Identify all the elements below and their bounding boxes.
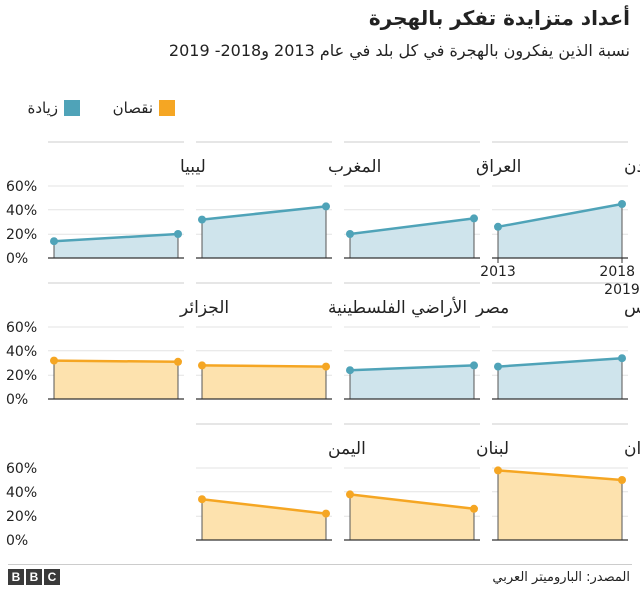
data-point-2013 bbox=[198, 361, 206, 370]
data-point-2018-2019 bbox=[618, 354, 626, 363]
data-point-2013 bbox=[50, 237, 58, 246]
y-tick-label: 40% bbox=[6, 344, 37, 360]
data-point-2018-2019 bbox=[618, 200, 626, 208]
legend-item-decrease: نقصان bbox=[113, 96, 175, 120]
series-line bbox=[497, 469, 623, 482]
series-line bbox=[53, 359, 179, 364]
bbc-logo-b1: B bbox=[8, 569, 24, 585]
data-point-2013 bbox=[494, 466, 502, 475]
series-line bbox=[497, 202, 623, 229]
y-tick-label: 0% bbox=[6, 533, 28, 549]
data-point-2018-2019 bbox=[322, 202, 330, 211]
y-tick-label: 40% bbox=[6, 203, 37, 219]
series-line bbox=[201, 364, 327, 368]
data-point-2013 bbox=[346, 490, 354, 499]
legend-label-decrease: نقصان bbox=[112, 99, 153, 117]
data-point-2013 bbox=[198, 215, 206, 224]
area-fill bbox=[498, 204, 622, 258]
x-tick-label-2018: 2018 - bbox=[599, 264, 640, 280]
area-fill bbox=[202, 499, 326, 540]
series-line bbox=[201, 205, 327, 221]
data-point-2013 bbox=[346, 366, 354, 375]
data-point-2013 bbox=[50, 356, 58, 365]
x-tick-label-2019: 2019 bbox=[604, 282, 640, 298]
data-point-2018-2019 bbox=[470, 214, 478, 223]
chart-title: أعداد متزايدة تفكر بالهجرة bbox=[368, 6, 630, 30]
panel-country-label: الجزائر bbox=[179, 298, 229, 318]
data-point-2018-2019 bbox=[618, 476, 626, 484]
series-line bbox=[349, 364, 475, 372]
x-tick-label-2013: 2013 bbox=[480, 264, 516, 280]
panel-country-label: الأراضي الفلسطينية bbox=[328, 297, 467, 318]
series-line bbox=[201, 497, 327, 515]
panel-country-label: لبنان bbox=[476, 439, 509, 459]
panel-country-label: الأردن bbox=[624, 156, 640, 177]
footer-divider bbox=[8, 564, 632, 565]
panel-country-label: المغرب bbox=[328, 157, 381, 177]
y-tick-label: 20% bbox=[6, 368, 37, 384]
y-tick-label: 20% bbox=[6, 509, 37, 525]
legend-label-increase: زيادة bbox=[27, 99, 58, 117]
area-fill bbox=[498, 470, 622, 540]
panel-country-label: مصر bbox=[475, 298, 509, 318]
panel-country-label: العراق bbox=[476, 157, 521, 177]
data-point-2018-2019 bbox=[174, 230, 182, 238]
data-point-2018-2019 bbox=[322, 362, 330, 371]
series-line bbox=[349, 493, 475, 511]
data-point-2013 bbox=[494, 222, 502, 231]
area-fill bbox=[54, 360, 178, 399]
source-note: المصدر: الباروميتر العربي bbox=[492, 570, 630, 585]
data-point-2018-2019 bbox=[174, 357, 182, 366]
panel-country-label: اليمن bbox=[328, 439, 366, 459]
small-multiples-chart: 60% 40% 20% 0% 60% 40% 20% 0% 60% 40% 20% 0% الأردن 2… bbox=[6, 141, 640, 549]
data-point-2018-2019 bbox=[470, 504, 478, 513]
area-fill bbox=[202, 365, 326, 399]
y-tick-label: 60% bbox=[6, 461, 37, 477]
y-tick-label: 40% bbox=[6, 485, 37, 501]
data-point-2013 bbox=[198, 495, 206, 504]
y-tick-label: 60% bbox=[6, 179, 37, 195]
bbc-logo: B B C bbox=[8, 569, 60, 585]
y-tick-label: 0% bbox=[6, 251, 28, 267]
legend-swatch-increase bbox=[64, 100, 80, 116]
y-tick-label: 20% bbox=[6, 227, 37, 243]
series-line bbox=[53, 232, 179, 243]
data-point-2018-2019 bbox=[470, 361, 478, 370]
chart-subtitle: نسبة الذين يفكرون بالهجرة في كل بلد في ع… bbox=[168, 41, 630, 60]
bbc-logo-b2: B bbox=[26, 569, 42, 585]
panel-country-label: ليبيا bbox=[180, 157, 206, 177]
area-fill bbox=[202, 206, 326, 258]
legend-item-increase: زيادة bbox=[27, 96, 80, 120]
area-fill bbox=[350, 365, 474, 399]
series-line bbox=[497, 356, 623, 368]
panel-country-label: تونس bbox=[624, 298, 640, 318]
area-fill bbox=[350, 218, 474, 258]
panel-country-label: السودان bbox=[624, 439, 640, 459]
area-fill bbox=[498, 358, 622, 399]
data-point-2013 bbox=[346, 230, 354, 238]
legend-swatch-decrease bbox=[159, 100, 175, 116]
data-point-2013 bbox=[494, 362, 502, 371]
y-tick-label: 60% bbox=[6, 320, 37, 336]
series-line bbox=[349, 217, 475, 236]
bbc-logo-c: C bbox=[44, 569, 60, 585]
data-point-2018-2019 bbox=[322, 509, 330, 518]
y-tick-label: 0% bbox=[6, 392, 28, 408]
